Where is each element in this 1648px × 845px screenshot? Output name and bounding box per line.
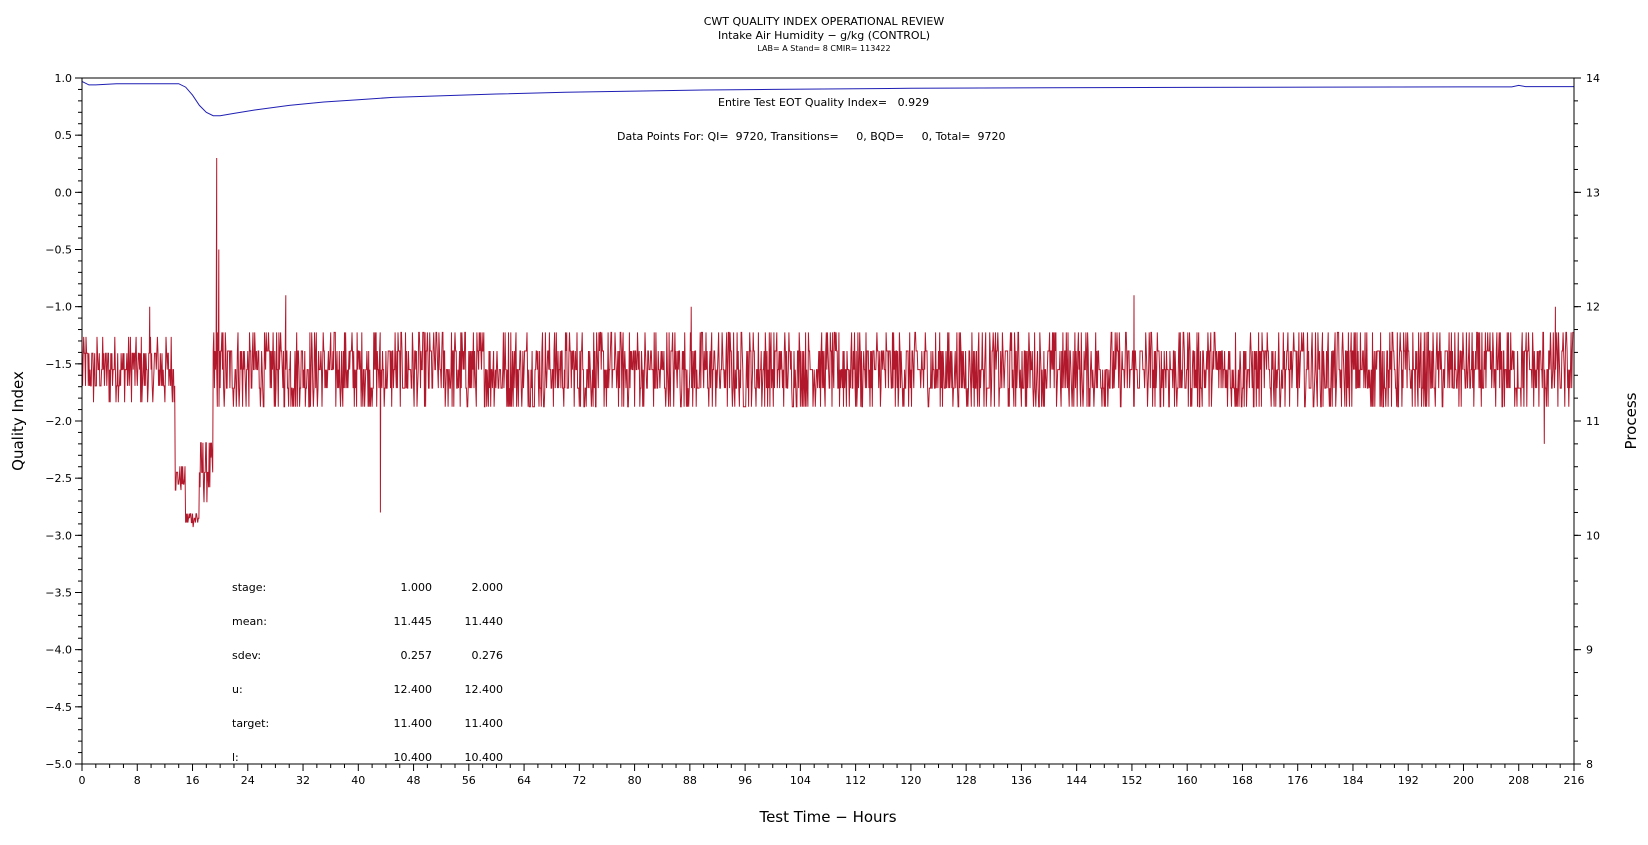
x-tick-label: 0 <box>79 774 86 787</box>
stat-label: stage: <box>232 581 266 594</box>
stat-value-stage1: 0.257 <box>401 649 433 662</box>
stat-value-stage1: 10.400 <box>394 751 433 764</box>
chart-title: CWT QUALITY INDEX OPERATIONAL REVIEW <box>704 15 945 28</box>
stat-value-stage2: 12.400 <box>465 683 504 696</box>
x-tick-label: 144 <box>1066 774 1087 787</box>
x-tick-label: 184 <box>1342 774 1363 787</box>
stat-value-stage1: 1.000 <box>401 581 433 594</box>
stat-label: sdev: <box>232 649 261 662</box>
stat-value-stage1: 11.445 <box>394 615 433 628</box>
x-tick-label: 168 <box>1232 774 1253 787</box>
x-tick-label: 176 <box>1287 774 1308 787</box>
y-tick-label: −4.5 <box>45 701 72 714</box>
y-axis-left: 1.0 0.5 0.0 −0.5 −1.0 −1.5 −2.0 −2.5 −3.0 −3.5 −4.… <box>45 72 82 771</box>
x-tick-label: 56 <box>462 774 476 787</box>
y2-tick-label: 13 <box>1586 186 1600 199</box>
stat-label: l: <box>232 751 239 764</box>
x-tick-label: 112 <box>845 774 866 787</box>
chart-subtitle: Intake Air Humidity − g/kg (CONTROL) <box>718 29 930 42</box>
y-tick-label: 1.0 <box>55 72 73 85</box>
y-tick-label: −0.5 <box>45 244 72 257</box>
y2-axis-label: Process <box>1622 392 1640 449</box>
y-axis-label: Quality Index <box>9 371 27 471</box>
x-tick-label: 200 <box>1453 774 1474 787</box>
x-tick-label: 128 <box>956 774 977 787</box>
stats-table: stage: 1.000 2.000 mean: 11.445 11.440 sdev: 0.… <box>232 581 503 764</box>
x-tick-label: 32 <box>296 774 310 787</box>
x-tick-label: 80 <box>628 774 642 787</box>
stat-label: mean: <box>232 615 267 628</box>
x-tick-label: 40 <box>351 774 365 787</box>
process-series <box>81 157 1574 528</box>
y-tick-label: 0.5 <box>55 129 73 142</box>
data-points-annotation: Data Points For: QI= 9720, Transitions= … <box>617 130 1005 143</box>
y2-tick-label: 11 <box>1586 415 1600 428</box>
x-tick-label: 96 <box>738 774 752 787</box>
x-tick-label: 208 <box>1508 774 1529 787</box>
y-tick-label: 0.0 <box>55 186 73 199</box>
x-tick-label: 120 <box>900 774 921 787</box>
stat-label: target: <box>232 717 269 730</box>
y2-tick-label: 9 <box>1586 644 1593 657</box>
x-tick-label: 72 <box>572 774 586 787</box>
stat-value-stage1: 12.400 <box>394 683 433 696</box>
y-tick-label: −3.0 <box>45 529 72 542</box>
y2-tick-label: 14 <box>1586 72 1600 85</box>
plot-frame <box>81 77 1575 765</box>
stat-value-stage2: 0.276 <box>472 649 504 662</box>
x-axis-label: Test Time − Hours <box>758 808 896 826</box>
y-tick-label: −3.5 <box>45 587 72 600</box>
plot-area <box>81 80 1574 528</box>
eot-quality-annotation: Entire Test EOT Quality Index= 0.929 <box>718 96 929 109</box>
x-tick-label: 24 <box>241 774 255 787</box>
y2-tick-label: 12 <box>1586 301 1600 314</box>
x-axis: 0 8 16 24 32 40 48 56 64 72 80 88 96 104 112 120 128 136 1… <box>79 764 1585 787</box>
x-tick-label: 64 <box>517 774 531 787</box>
stat-label: u: <box>232 683 243 696</box>
x-tick-label: 8 <box>134 774 141 787</box>
y2-tick-label: 10 <box>1586 529 1600 542</box>
x-tick-label: 88 <box>683 774 697 787</box>
x-tick-label: 48 <box>407 774 421 787</box>
y-axis-right: 8 9 10 11 12 13 14 <box>1574 72 1600 771</box>
process-series-line <box>81 157 1574 528</box>
stat-value-stage2: 11.400 <box>465 717 504 730</box>
y-tick-label: −1.5 <box>45 358 72 371</box>
y-tick-label: −2.5 <box>45 472 72 485</box>
x-tick-label: 160 <box>1177 774 1198 787</box>
x-tick-label: 16 <box>186 774 200 787</box>
quality-index-series-line <box>81 80 1574 117</box>
y-tick-label: −5.0 <box>45 758 72 771</box>
stat-value-stage2: 2.000 <box>472 581 504 594</box>
y-tick-label: −4.0 <box>45 644 72 657</box>
stat-value-stage2: 10.400 <box>465 751 504 764</box>
x-tick-label: 136 <box>1011 774 1032 787</box>
y2-tick-label: 8 <box>1586 758 1593 771</box>
chart-subtitle-2: LAB= A Stand= 8 CMIR= 113422 <box>757 44 890 53</box>
stat-value-stage1: 11.400 <box>394 717 433 730</box>
y-tick-label: −1.0 <box>45 301 72 314</box>
x-tick-label: 216 <box>1564 774 1585 787</box>
y-tick-label: −2.0 <box>45 415 72 428</box>
x-tick-label: 192 <box>1398 774 1419 787</box>
x-tick-label: 104 <box>790 774 811 787</box>
x-tick-label: 152 <box>1121 774 1142 787</box>
stat-value-stage2: 11.440 <box>465 615 504 628</box>
